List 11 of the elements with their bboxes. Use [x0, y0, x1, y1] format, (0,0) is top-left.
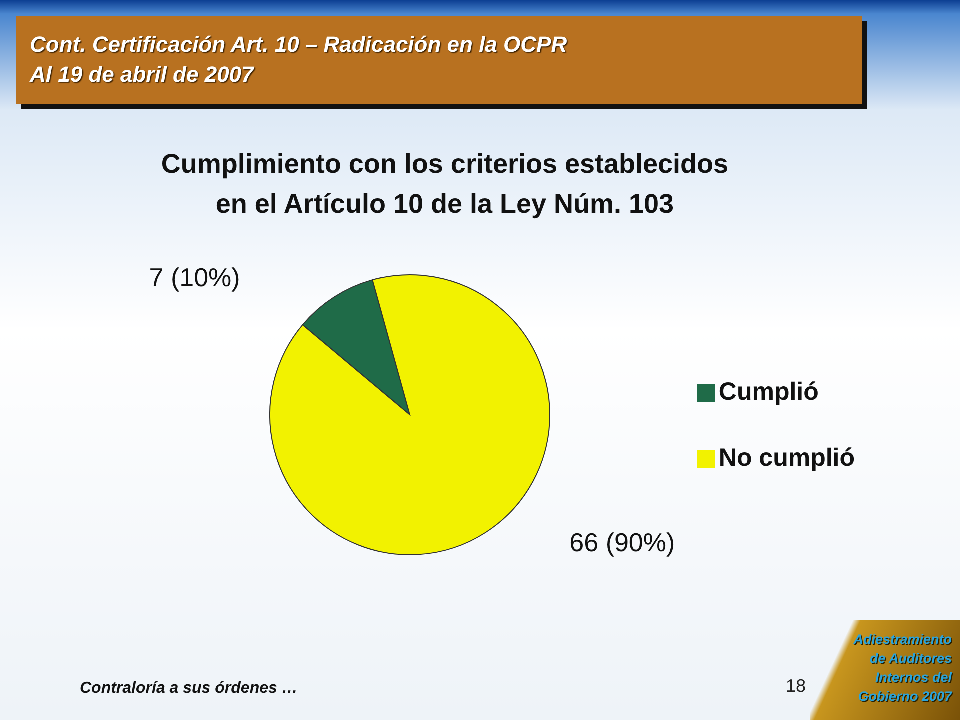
- legend-label: No cumplió: [718, 444, 855, 472]
- chart-subtitle: Cumplimiento con los criterios establecidos en el Artículo 10 de la Ley Núm. 103: [160, 148, 730, 221]
- chart-title: Cont. Certificación Art. 10 – Radicación en la OCPR Al 19 de abril de 2007: [30, 31, 568, 89]
- data-label: 7 (10%): [149, 262, 240, 293]
- data-label: 66 (90%): [570, 527, 676, 558]
- text: Adiestramiento de Auditores Internos del Gobierno 2007: [854, 631, 952, 706]
- text: 18: [786, 676, 806, 697]
- pie-slice: [302, 280, 410, 416]
- pie-slice: [270, 274, 550, 556]
- legend-label: Cumplió: [718, 378, 819, 406]
- text: Contraloría a sus órdenes …: [80, 680, 298, 698]
